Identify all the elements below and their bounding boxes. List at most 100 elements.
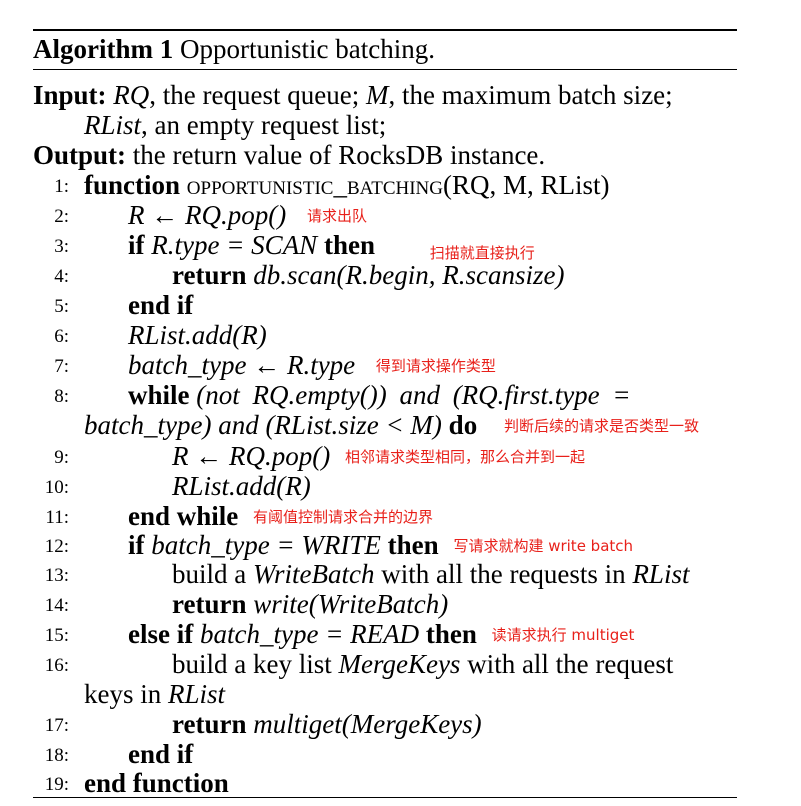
algorithm-label: Algorithm 1 [33, 34, 174, 64]
line-number: 17: [44, 715, 69, 736]
input-line-2: RList, an empty request list; [84, 110, 386, 140]
code-line-9: R ← RQ.pop() 相邻请求类型相同，那么合并到一起 [172, 441, 585, 472]
expression: write(WriteBatch) [253, 589, 449, 619]
annotation-note: 扫描就直接执行 [429, 244, 535, 262]
code-line-8-cont: batch_type) and (RList.size < M) do 判断后续… [84, 410, 699, 441]
line-number: 10: [44, 477, 69, 498]
keyword-return: return [172, 589, 247, 619]
output-line: Output: the return value of RocksDB inst… [33, 140, 545, 170]
keyword-then: then [323, 230, 375, 260]
identifier: RList [168, 679, 226, 709]
code-line-3: if R.type = SCAN then 扫描就直接执行 [128, 230, 535, 268]
keyword-return: return [172, 260, 247, 290]
line-number: 18: [44, 745, 69, 766]
input-m: M [365, 80, 389, 110]
code-line-11: end while 有阈值控制请求合并的边界 [128, 501, 433, 532]
line-number: 8: [54, 386, 69, 407]
line-number: 3: [54, 236, 69, 257]
identifier: MergeKeys [338, 649, 461, 679]
function-args: (RQ, M, RList) [443, 170, 610, 200]
caption-rule [33, 69, 737, 70]
statement: batch_type ← R.type [128, 350, 356, 380]
input-rlist: RList [84, 110, 142, 140]
line-number: 19: [44, 774, 69, 795]
code-line-2: R ← RQ.pop() 请求出队 [128, 200, 367, 231]
code-line-16: build a key list MergeKeys with all the … [172, 649, 673, 679]
keyword-end-while: end while [128, 501, 239, 531]
annotation-note: 读请求执行 multiget [491, 626, 635, 644]
annotation-note: 得到请求操作类型 [375, 357, 496, 375]
function-name: opportunistic_batching [186, 170, 443, 200]
code-line-15: else if batch_type = READ then 读请求执行 mul… [128, 619, 634, 650]
keyword-do: do [448, 410, 478, 440]
annotation-note: 相邻请求类型相同，那么合并到一起 [344, 448, 585, 466]
algorithm-caption: Algorithm 1 Opportunistic batching. [33, 33, 435, 65]
condition: batch_type = READ [199, 619, 420, 649]
keyword-then: then [425, 619, 477, 649]
annotation-note: 写请求就构建 write batch [453, 537, 634, 555]
condition: batch_type = WRITE [151, 530, 381, 560]
expression: multiget(MergeKeys) [253, 709, 482, 739]
code-line-7: batch_type ← R.type 得到请求操作类型 [128, 350, 496, 381]
line-number: 2: [54, 206, 69, 227]
line-number: 7: [54, 356, 69, 377]
keyword-function: function [84, 170, 181, 200]
input-m-desc: , the maximum batch size; [388, 80, 673, 110]
code-line-4: return db.scan(R.begin, R.scansize) [172, 260, 564, 290]
keyword-return: return [172, 709, 247, 739]
keyword-while: while [128, 380, 190, 410]
algorithm-title: Opportunistic batching. [179, 34, 435, 64]
input-line-1: Input: RQ, the request queue; M, the max… [33, 80, 673, 110]
text: with all the request [467, 649, 674, 679]
annotation-note: 有阈值控制请求合并的边界 [253, 508, 434, 526]
line-number: 6: [54, 326, 69, 347]
text: keys in [84, 679, 162, 709]
code-line-17: return multiget(MergeKeys) [172, 709, 482, 739]
identifier: RList [632, 559, 690, 589]
keyword-then: then [387, 530, 439, 560]
line-number: 14: [44, 595, 69, 616]
line-number: 11: [45, 507, 69, 528]
bottom-rule [33, 797, 737, 798]
code-line-18: end if [128, 739, 193, 769]
line-number: 5: [54, 296, 69, 317]
keyword-end-if: end if [128, 739, 194, 769]
annotation-note: 请求出队 [306, 207, 367, 225]
output-desc: the return value of RocksDB instance. [132, 140, 546, 170]
line-number: 9: [54, 447, 69, 468]
code-line-6: RList.add(R) [128, 320, 267, 350]
condition: (not RQ.empty()) and (RQ.first.type = [196, 380, 631, 410]
input-rq-desc: , the request queue; [149, 80, 360, 110]
keyword-if: if [128, 230, 145, 260]
line-number: 15: [44, 625, 69, 646]
output-label: Output: [33, 140, 127, 170]
text: build a key list [172, 649, 332, 679]
statement: RList.add(R) [172, 471, 311, 501]
code-line-10: RList.add(R) [172, 471, 311, 501]
input-rlist-desc: , an empty request list; [141, 110, 387, 140]
input-label: Input: [33, 80, 107, 110]
code-line-14: return write(WriteBatch) [172, 589, 448, 619]
keyword-if: if [128, 530, 145, 560]
code-line-1: function opportunistic_batching(RQ, M, R… [84, 170, 610, 200]
statement: R ← RQ.pop() [172, 441, 331, 471]
code-line-13: build a WriteBatch with all the requests… [172, 559, 689, 589]
code-line-5: end if [128, 290, 193, 320]
line-number: 16: [44, 655, 69, 676]
statement: R ← RQ.pop() [128, 200, 287, 230]
text: with all the requests in [381, 559, 626, 589]
code-line-8: while (not RQ.empty()) and (RQ.first.typ… [128, 380, 631, 410]
line-number: 13: [44, 565, 69, 586]
line-number: 1: [54, 176, 69, 197]
condition: R.type = SCAN [151, 230, 318, 260]
statement: RList.add(R) [128, 320, 267, 350]
text: build a [172, 559, 247, 589]
expression: db.scan(R.begin, R.scansize) [253, 260, 565, 290]
code-line-16-cont: keys in RList [84, 679, 225, 709]
keyword-else-if: else if [128, 619, 194, 649]
top-rule [33, 29, 737, 31]
code-line-12: if batch_type = WRITE then 写请求就构建 write … [128, 530, 633, 561]
condition: batch_type) and (RList.size < M) [84, 410, 442, 440]
keyword-end-if: end if [128, 290, 194, 320]
code-line-19: end function [84, 768, 229, 798]
